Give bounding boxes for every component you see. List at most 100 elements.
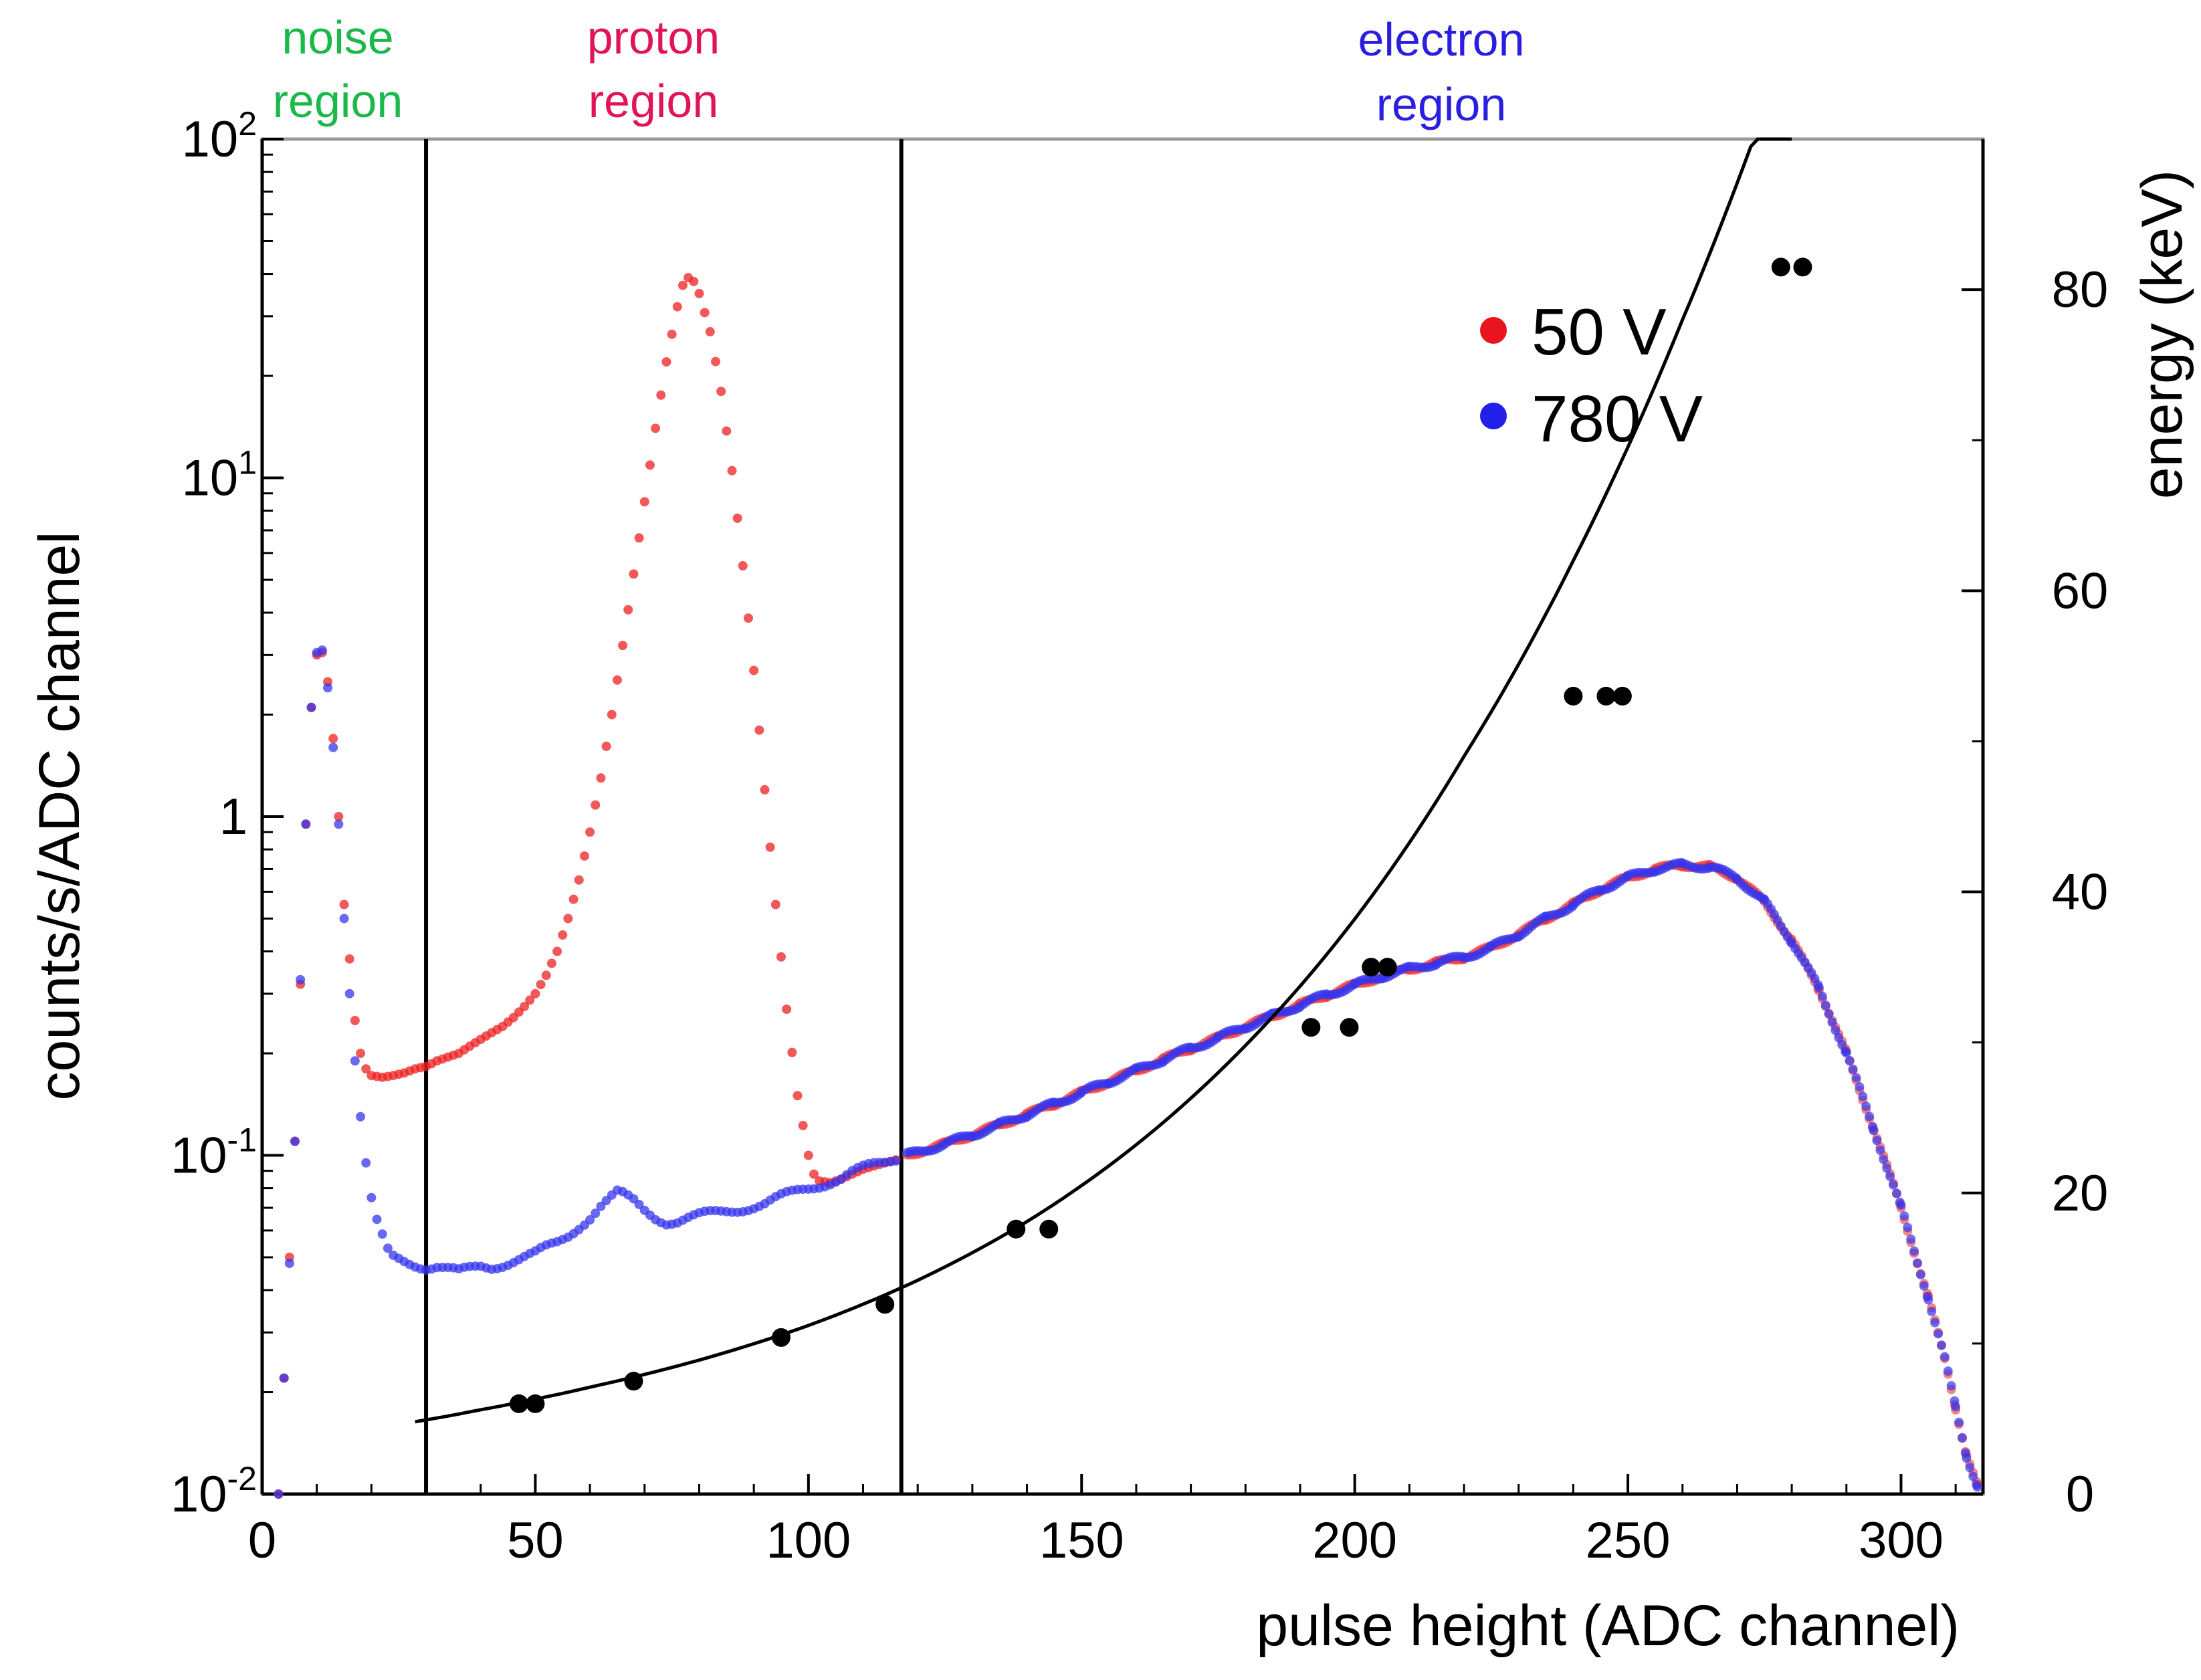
data-point-50v (776, 952, 786, 962)
legend-label-50v: 50 V (1532, 295, 1667, 369)
data-point-50v (667, 329, 677, 339)
noise-region-label-line2: region (273, 75, 403, 127)
data-point-50v (574, 875, 584, 885)
data-point-780v (1834, 1033, 1844, 1043)
data-point-50v (601, 741, 611, 751)
calibration-point (1039, 1219, 1059, 1239)
calibration-point (509, 1394, 528, 1413)
proton-region-label-line1: proton (587, 11, 720, 64)
y2-axis-ticks: 0 20 40 60 80 (1962, 261, 2108, 1523)
data-point-50v (760, 784, 770, 795)
data-point-50v (579, 851, 589, 861)
data-point-50v (334, 812, 344, 821)
data-point-50v (344, 954, 354, 964)
y2-axis-title: energy (keV) (2130, 170, 2194, 499)
data-point-780v (1848, 1064, 1858, 1074)
electron-region-label-line2: region (1376, 78, 1507, 130)
calibration-point (1793, 257, 1812, 277)
calibration-point (771, 1328, 791, 1347)
x-tick-label: 300 (1859, 1512, 1944, 1569)
data-point-50v (754, 725, 764, 735)
data-point-780v (1951, 1402, 1961, 1412)
calibration-point (526, 1394, 545, 1413)
data-point-50v (787, 1047, 797, 1057)
data-point-50v (629, 569, 639, 579)
data-point-50v (743, 613, 753, 623)
data-point-780v (585, 1215, 595, 1225)
data-point-780v (1861, 1101, 1871, 1112)
legend-label-780v: 780 V (1532, 382, 1703, 455)
data-point-780v (334, 819, 344, 829)
data-point-780v (1909, 1246, 1919, 1256)
data-point-780v (1930, 1318, 1940, 1328)
calibration-point (1564, 686, 1583, 706)
data-point-50v (672, 302, 682, 312)
y2-tick-label: 40 (2052, 864, 2109, 921)
calibration-points (509, 257, 1812, 1413)
data-point-780v (1824, 1009, 1834, 1019)
data-point-50v (525, 995, 535, 1005)
data-point-780v (1851, 1073, 1861, 1083)
data-point-780v (1962, 1453, 1972, 1463)
data-point-780v (1872, 1136, 1882, 1146)
data-point-780v (339, 914, 349, 924)
data-point-50v (694, 288, 704, 298)
y-tick-label: 1 (219, 789, 247, 845)
legend-marker-50v (1480, 317, 1507, 344)
data-point-780v (274, 1489, 284, 1499)
data-point-50v (361, 1064, 371, 1074)
data-point-50v (770, 900, 780, 910)
series-780v (274, 645, 1982, 1499)
data-point-50v (651, 423, 661, 433)
calibration-point (1771, 257, 1790, 277)
data-point-780v (1891, 1188, 1901, 1198)
data-point-780v (1889, 1180, 1899, 1190)
x-tick-label: 50 (507, 1512, 564, 1569)
data-point-50v (568, 894, 579, 904)
data-point-780v (1923, 1295, 1933, 1305)
data-point-780v (1841, 1048, 1851, 1058)
data-point-780v (1814, 982, 1824, 992)
data-point-50v (520, 1001, 530, 1011)
data-point-780v (350, 1056, 360, 1066)
data-point-780v (361, 1158, 371, 1168)
data-point-50v (677, 280, 688, 290)
data-point-50v (738, 561, 748, 571)
data-point-780v (1855, 1082, 1865, 1092)
data-point-780v (1919, 1281, 1929, 1291)
data-point-780v (301, 819, 311, 829)
data-point-780v (1957, 1433, 1967, 1443)
data-point-50v (732, 513, 742, 523)
data-point-780v (1933, 1329, 1944, 1339)
calibration-point (1007, 1219, 1026, 1239)
data-point-780v (634, 1199, 644, 1209)
y2-tick-label: 20 (2052, 1165, 2109, 1222)
y-axis-ticks: 10-2 10-1 1 101 102 (171, 105, 284, 1523)
data-point-50v (563, 914, 573, 924)
data-point-780v (1954, 1417, 1964, 1427)
data-point-50v (612, 675, 622, 685)
data-point-780v (1943, 1366, 1953, 1376)
x-tick-label: 250 (1586, 1512, 1671, 1569)
data-point-50v (328, 734, 338, 744)
data-point-50v (541, 970, 551, 980)
data-point-50v (339, 900, 349, 910)
data-point-780v (372, 1215, 382, 1225)
data-point-780v (1896, 1200, 1906, 1210)
x-axis-title: pulse height (ADC channel) (1256, 1594, 1960, 1658)
data-point-50v (700, 308, 710, 318)
data-point-780v (383, 1243, 393, 1253)
data-point-50v (727, 465, 737, 476)
plot-frame (260, 137, 1985, 1496)
data-point-50v (356, 1049, 366, 1059)
calibration-point (1596, 686, 1616, 706)
data-point-780v (1946, 1381, 1956, 1391)
data-point-780v (591, 1209, 601, 1219)
data-point-50v (689, 276, 699, 286)
data-point-50v (705, 327, 715, 337)
x-tick-label: 0 (248, 1512, 276, 1569)
calibration-point (1612, 686, 1632, 706)
data-point-780v (1912, 1258, 1922, 1268)
data-point-780v (1830, 1025, 1841, 1035)
